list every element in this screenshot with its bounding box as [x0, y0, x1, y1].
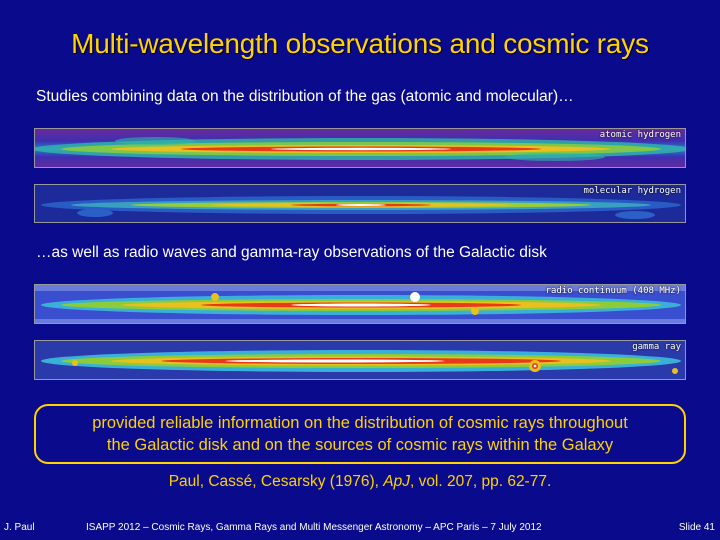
reference-journal: ApJ [383, 473, 410, 490]
footer-event: ISAPP 2012 – Cosmic Rays, Gamma Rays and… [86, 522, 542, 533]
galactic-map-image [35, 285, 685, 323]
reference-details: , vol. 207, pp. 62-77. [409, 473, 552, 490]
footer-slide-number: Slide 41 [678, 522, 715, 533]
map-label: molecular hydrogen [583, 186, 681, 196]
galactic-map-image [35, 185, 685, 222]
conclusion-box: provided reliable information on the dis… [34, 404, 686, 464]
gamma-ray-map: gamma ray [34, 340, 686, 380]
conclusion-line-1: provided reliable information on the dis… [92, 414, 628, 432]
conclusion-line-2: the Galactic disk and on the sources of … [106, 436, 614, 454]
galactic-map-image [35, 129, 685, 167]
footer-author: J. Paul [4, 522, 35, 533]
molecular-hydrogen-map: molecular hydrogen [34, 184, 686, 223]
reference-authors: Paul, Cassé, Cesarsky (1976), [168, 473, 384, 490]
reference-citation: Paul, Cassé, Cesarsky (1976), ApJ, vol. … [0, 473, 720, 491]
map-label: radio continuum (408 MHz) [545, 286, 681, 296]
galactic-map-image [35, 341, 685, 379]
middle-text: …as well as radio waves and gamma-ray ob… [36, 244, 547, 261]
slide-title: Multi-wavelength observations and cosmic… [71, 28, 649, 59]
map-label: atomic hydrogen [599, 130, 681, 140]
atomic-hydrogen-map: atomic hydrogen [34, 128, 686, 168]
map-label: gamma ray [632, 342, 681, 352]
radio-continuum-map: radio continuum (408 MHz) [34, 284, 686, 324]
intro-text: Studies combining data on the distributi… [36, 88, 574, 105]
